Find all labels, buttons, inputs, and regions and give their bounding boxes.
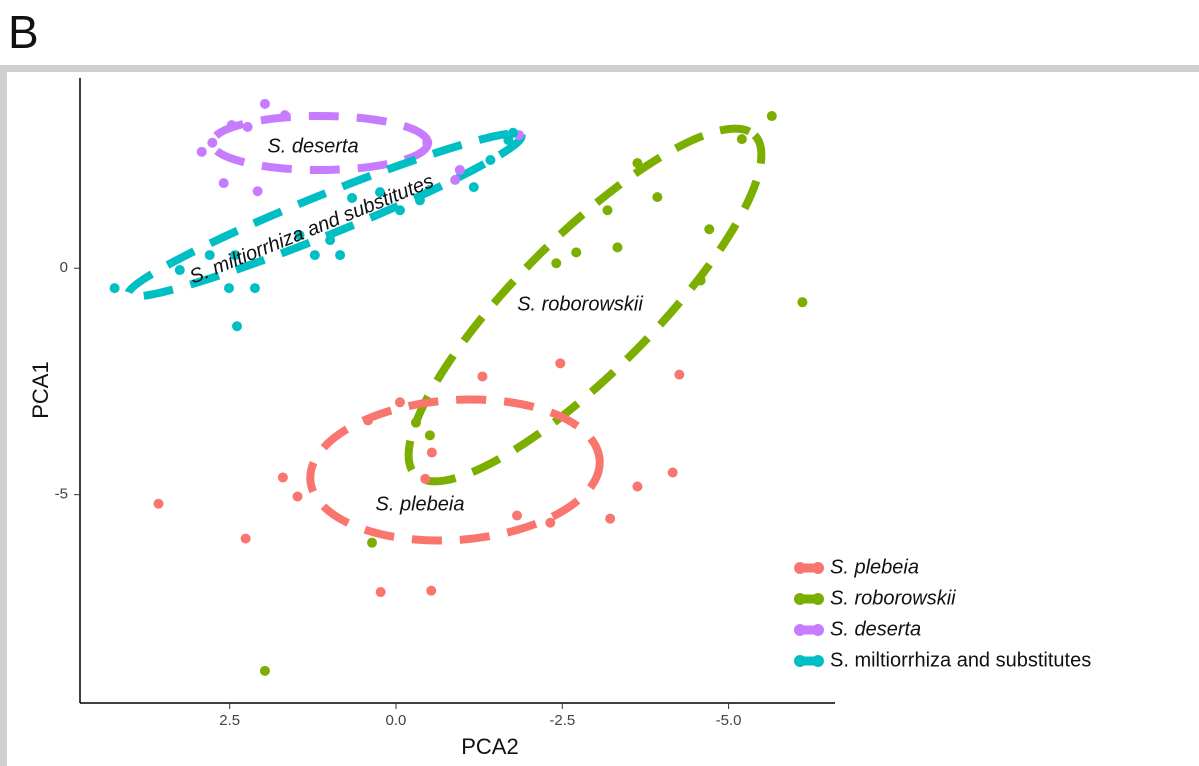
- point: [196, 146, 207, 157]
- point: [375, 187, 386, 198]
- point: [426, 585, 437, 596]
- point: [632, 158, 643, 169]
- point: [454, 164, 465, 175]
- point: [207, 137, 218, 148]
- point: [450, 174, 461, 185]
- legend-label: S. miltiorrhiza and substitutes: [830, 649, 1091, 671]
- point: [363, 415, 374, 426]
- legend-key: [812, 593, 824, 605]
- point: [602, 205, 613, 216]
- point: [174, 265, 185, 276]
- point: [229, 250, 240, 261]
- point: [512, 510, 523, 521]
- point: [279, 110, 290, 121]
- point: [485, 154, 496, 165]
- point: [508, 127, 519, 138]
- point: [394, 205, 405, 216]
- y-axis-title: PCA1: [28, 361, 53, 418]
- legend-key: [794, 593, 806, 605]
- point: [218, 178, 229, 189]
- legend-key: [794, 655, 806, 667]
- panel-border: [0, 65, 7, 766]
- point: [695, 275, 706, 286]
- point: [503, 135, 514, 146]
- point: [766, 111, 777, 122]
- legend-key: [812, 562, 824, 574]
- point: [667, 467, 678, 478]
- point: [153, 498, 164, 509]
- annotation: S. roborowskii: [517, 293, 643, 315]
- point: [259, 665, 270, 676]
- point: [426, 447, 437, 458]
- point: [674, 369, 685, 380]
- point: [704, 224, 715, 235]
- ellipse: [306, 395, 604, 545]
- point: [736, 134, 747, 145]
- legend-key: [812, 655, 824, 667]
- point: [424, 184, 435, 195]
- point: [240, 533, 251, 544]
- point: [249, 283, 260, 294]
- point: [367, 537, 378, 548]
- x-tick-label: 2.5: [219, 712, 240, 729]
- panel-label: B: [8, 6, 39, 58]
- point: [468, 182, 479, 193]
- point: [612, 242, 623, 253]
- point: [325, 235, 336, 246]
- point: [252, 186, 263, 197]
- legend-key: [794, 624, 806, 636]
- point: [375, 587, 386, 598]
- point: [420, 473, 431, 484]
- ellipse: [404, 124, 766, 486]
- point: [424, 430, 435, 441]
- point: [204, 250, 215, 261]
- legend-label: S. roborowskii: [830, 587, 956, 609]
- x-tick-label: 0.0: [386, 712, 407, 729]
- point: [410, 417, 421, 428]
- panel-border: [0, 65, 1199, 72]
- point: [394, 397, 405, 408]
- point: [605, 513, 616, 524]
- x-tick-label: -2.5: [549, 712, 575, 729]
- point: [231, 321, 242, 332]
- point: [414, 195, 425, 206]
- point: [294, 230, 305, 241]
- legend-key: [812, 624, 824, 636]
- point: [242, 121, 253, 132]
- point: [797, 297, 808, 308]
- x-tick-label: -5.0: [716, 712, 742, 729]
- point: [652, 192, 663, 203]
- point: [477, 371, 488, 382]
- legend-label: S. deserta: [830, 618, 921, 640]
- x-axis-title: PCA2: [461, 734, 518, 759]
- point: [571, 247, 582, 258]
- annotation: S. deserta: [267, 135, 358, 157]
- point: [551, 258, 562, 269]
- y-tick-label: 0: [60, 259, 68, 276]
- point: [335, 250, 346, 261]
- point: [555, 358, 566, 369]
- point: [347, 193, 358, 204]
- point: [545, 517, 556, 528]
- point: [226, 120, 237, 131]
- point: [277, 472, 288, 483]
- legend-label: S. plebeia: [830, 556, 919, 578]
- point: [109, 283, 120, 294]
- point: [224, 283, 235, 294]
- ellipses: [124, 112, 766, 545]
- point: [422, 137, 433, 148]
- point: [309, 250, 320, 261]
- point: [632, 481, 643, 492]
- annotation: S. plebeia: [376, 493, 465, 515]
- y-tick-label: -5: [55, 486, 68, 503]
- legend-key: [794, 562, 806, 574]
- point: [259, 98, 270, 109]
- point: [292, 491, 303, 502]
